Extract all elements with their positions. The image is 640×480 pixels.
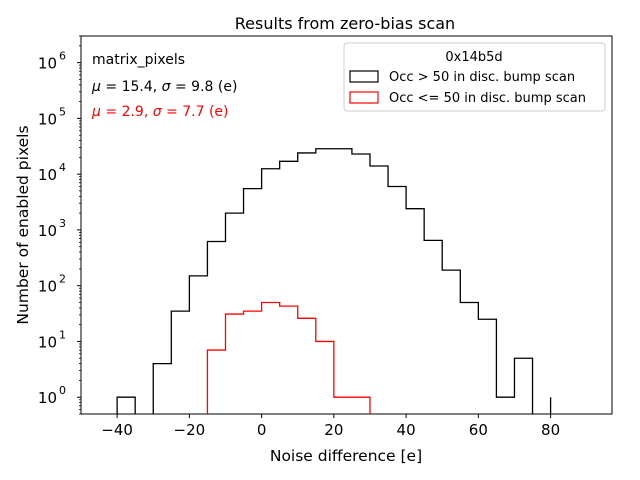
- eq-sign: =: [171, 79, 192, 95]
- x-tick-label: −20: [174, 421, 206, 439]
- y-tick-label: 10: [38, 55, 57, 73]
- legend-label: Occ <= 50 in disc. bump scan: [389, 91, 586, 106]
- y-tick-exponent: 1: [59, 328, 66, 341]
- y-tick-label: 10: [38, 333, 57, 351]
- x-axis: −40 −20 0 20 40 60 80: [101, 414, 560, 439]
- legend-entries: Occ > 50 in disc. bump scan Occ <= 50 in …: [349, 70, 586, 106]
- y-tick-exponent: 3: [59, 217, 66, 230]
- eq-sign: =: [101, 104, 122, 120]
- legend-box: [343, 42, 606, 112]
- unit-all: (e): [218, 79, 238, 95]
- stats-annotations: matrix_pixels μ = 15.4, σ = 9.8 (e) μ = …: [91, 52, 237, 120]
- series-layer: [116, 148, 552, 414]
- separator: ,: [153, 79, 162, 95]
- eq-sign: =: [162, 104, 183, 120]
- x-axis-label: Noise difference [e]: [270, 447, 422, 465]
- x-tick-label: 40: [397, 421, 416, 439]
- plot-area: [80, 35, 613, 415]
- legend-title: 0x14b5d: [445, 50, 502, 65]
- y-tick-label: 10: [38, 110, 57, 128]
- y-tick-label: 10: [38, 389, 57, 407]
- y-tick-exponent: 6: [59, 50, 66, 63]
- mu-symbol: μ: [91, 104, 101, 120]
- separator: ,: [144, 104, 153, 120]
- y-tick-exponent: 5: [59, 105, 66, 118]
- mu-value-all: 15.4: [122, 79, 153, 95]
- sigma-value-all: 9.8: [191, 79, 213, 95]
- x-tick-label: 80: [541, 421, 560, 439]
- y-tick-label: 10: [38, 222, 57, 240]
- y-tick-label: 10: [38, 278, 57, 296]
- y-tick-exponent: 4: [59, 161, 66, 174]
- chart-title: Results from zero-bias scan: [235, 14, 455, 33]
- y-axis-label: Number of enabled pixels: [14, 125, 32, 324]
- x-tick-label: −40: [101, 421, 133, 439]
- legend: 0x14b5d Occ > 50 in disc. bump scan Occ <…: [343, 42, 606, 112]
- y-tick-exponent: 0: [59, 384, 66, 397]
- annotation-stats-low: μ = 2.9, σ = 7.7 (e): [91, 104, 229, 120]
- eq-sign: =: [101, 79, 122, 95]
- legend-label: Occ > 50 in disc. bump scan: [389, 70, 575, 85]
- legend-swatch: [349, 70, 379, 83]
- histogram-series-1: [206, 301, 371, 414]
- y-tick-exponent: 2: [59, 273, 66, 286]
- sigma-symbol: σ: [153, 104, 163, 120]
- sigma-symbol: σ: [162, 79, 172, 95]
- y-tick-label: 10: [38, 166, 57, 184]
- histogram-series-0: [116, 148, 552, 414]
- plot-frame: [80, 35, 613, 415]
- legend-swatch: [349, 91, 379, 104]
- sigma-value-low: 7.7: [182, 104, 204, 120]
- annotation-name: matrix_pixels: [92, 52, 185, 68]
- mu-value-low: 2.9: [122, 104, 144, 120]
- mu-symbol: μ: [91, 79, 101, 95]
- unit-low: (e): [209, 104, 229, 120]
- x-tick-label: 20: [324, 421, 343, 439]
- annotation-stats-all: μ = 15.4, σ = 9.8 (e): [91, 79, 237, 95]
- x-tick-label: 60: [469, 421, 488, 439]
- x-tick-label: 0: [257, 421, 267, 439]
